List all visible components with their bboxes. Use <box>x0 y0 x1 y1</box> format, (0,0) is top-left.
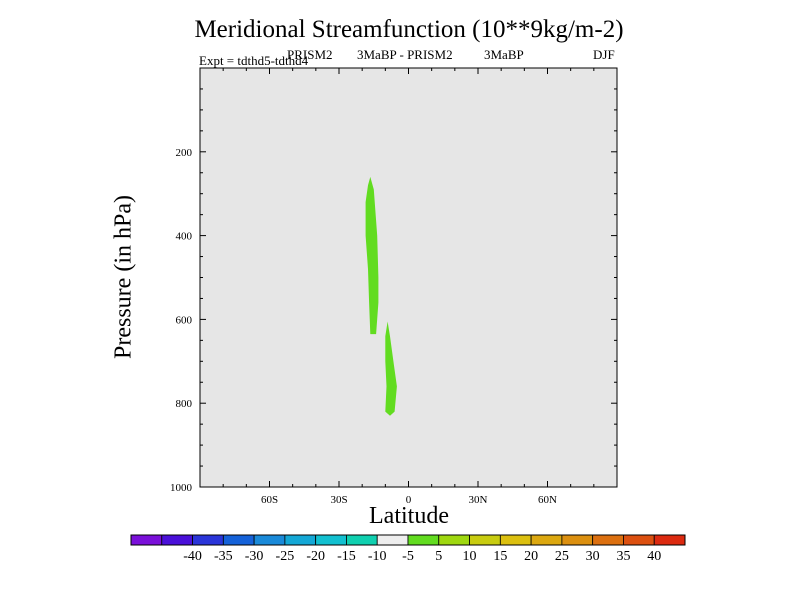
colorbar-label: 40 <box>647 549 661 564</box>
model-label: PRISM2 <box>287 47 333 62</box>
colorbar-label: 10 <box>463 549 477 564</box>
contour-region-1 <box>365 176 379 335</box>
colorbar-swatch <box>407 534 440 546</box>
colorbar-swatch <box>192 534 224 546</box>
experiment-label: Expt = tdthd5-tdthd4 <box>199 53 309 68</box>
colorbar-label: -10 <box>368 549 387 564</box>
colorbar-swatch <box>623 534 655 546</box>
y-tick-label: 1000 <box>170 482 193 494</box>
colorbar-swatch <box>469 534 501 546</box>
x-axis-label: Latitude <box>369 503 449 529</box>
colorbar-label: -35 <box>214 549 233 564</box>
colorbar-label: 5 <box>435 549 442 564</box>
colorbar-label: 20 <box>524 549 538 564</box>
y-tick-label: 800 <box>176 398 193 410</box>
colorbar-swatch <box>592 534 624 546</box>
colorbar-swatch <box>530 534 563 546</box>
season-label: DJF <box>593 47 615 62</box>
colorbar-swatch <box>284 534 317 546</box>
colorbar-label: -5 <box>402 549 414 564</box>
colorbar-swatch <box>161 534 193 546</box>
colorbar-label: 15 <box>493 549 507 564</box>
colorbar-swatch <box>438 534 470 546</box>
colorbar-swatch <box>222 534 255 546</box>
colorbar-label: -40 <box>183 549 202 564</box>
colorbar-label: 30 <box>586 549 600 564</box>
colorbar-label: 25 <box>555 549 569 564</box>
difference-label: 3MaBP - PRISM2 <box>357 47 453 62</box>
colorbar-swatch <box>315 534 347 546</box>
colorbar-label: -20 <box>306 549 325 564</box>
x-tick-label: 30S <box>330 494 347 506</box>
colorbar-swatch <box>561 534 594 546</box>
colorbar-frame <box>130 534 686 546</box>
y-tick-label: 600 <box>176 314 193 326</box>
colorbar-label: 35 <box>616 549 630 564</box>
colorbar-swatch <box>653 534 686 546</box>
colorbar-label: -15 <box>337 549 356 564</box>
period-label: 3MaBP <box>484 47 524 62</box>
colorbar-swatch <box>499 534 532 546</box>
y-tick-label: 400 <box>176 231 193 243</box>
x-tick-label: 0 <box>406 494 412 506</box>
contour-region-2 <box>385 321 397 416</box>
plot-background <box>200 68 617 487</box>
colorbar-label: -30 <box>245 549 264 564</box>
colorbar-swatch <box>346 534 378 546</box>
colorbar-swatch <box>130 534 163 546</box>
chart-title: Meridional Streamfunction (10**9kg/m-2) <box>194 16 624 43</box>
colorbar-swatch <box>253 534 286 546</box>
colorbar-swatch <box>376 534 409 546</box>
x-tick-label: 60N <box>538 494 557 506</box>
x-tick-label: 30N <box>469 494 488 506</box>
x-tick-label: 60S <box>261 494 278 506</box>
colorbar-label: -25 <box>276 549 295 564</box>
y-tick-label: 200 <box>176 147 193 159</box>
